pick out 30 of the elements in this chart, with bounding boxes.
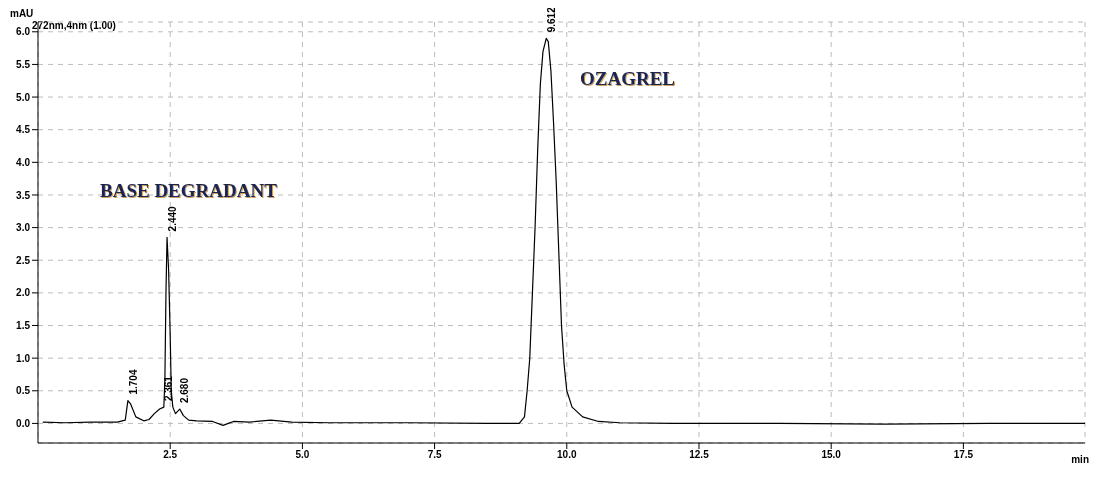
chart-subtitle: 272nm,4nm (1.00) [32,20,116,31]
annotation: 1.704 [127,369,139,395]
y-tick-label: 5.0 [16,91,31,103]
y-tick-label: 1.0 [16,352,31,364]
x-tick-label: 2.5 [163,449,178,461]
y-tick-label: 1.5 [16,320,31,332]
x-tick-label: 12.5 [689,449,710,461]
annotation: 2.680 [179,377,191,404]
y-tick-label: 3.5 [16,189,31,201]
x-tick-label: 15.0 [821,449,842,461]
x-axis-title: min [1071,454,1089,465]
x-tick-label: 5.0 [295,449,310,461]
y-tick-label: 0.0 [16,417,31,429]
y-tick-label: 3.0 [16,222,31,234]
line-series [42,37,1085,426]
y-tick-label: 6.0 [16,26,31,38]
y-tick-label: 4.0 [16,156,31,168]
y-tick-label: 0.5 [16,385,31,397]
x-tick-label: 17.5 [953,449,974,461]
y-tick-label: 2.5 [16,254,31,266]
x-tick-label: 7.5 [427,449,442,461]
y-tick-label: 5.5 [16,58,31,70]
annotation: OZAGREL [580,68,676,90]
y-axis-title: mAU [10,8,34,19]
annotation: 2.440 [166,205,178,232]
y-tick-label: 4.5 [16,124,31,136]
annotation: BASE DEGRADANT [100,180,277,202]
y-tick-label: 2.0 [16,287,31,299]
x-tick-label: 10.0 [557,449,577,461]
annotation: 9.612 [545,6,557,33]
